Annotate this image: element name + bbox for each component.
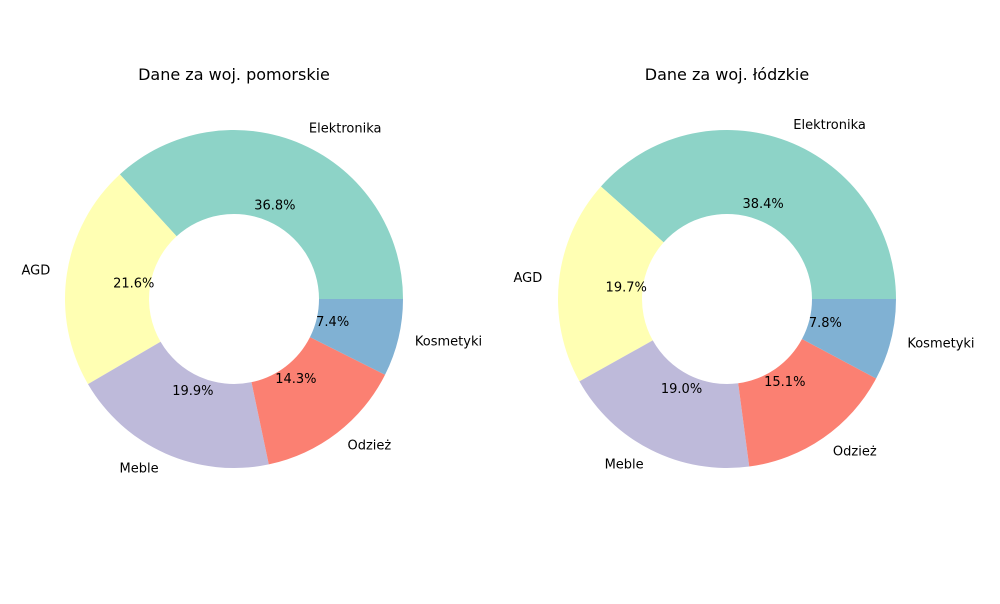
chart-lodzkie: 38.4% Elektronika 19.7% AGD 19.0% Meble 15.1% O… xyxy=(513,65,974,473)
slice-kosmetyki xyxy=(309,299,403,375)
percent-label-odziez: 14.3% xyxy=(275,372,316,387)
slice-kosmetyki xyxy=(801,299,896,379)
slice-odziez xyxy=(251,337,386,465)
category-label-odziez: Odzież xyxy=(347,439,391,454)
percent-label-meble: 19.9% xyxy=(172,384,213,399)
chart-title: Dane za woj. pomorskie xyxy=(138,65,330,84)
slice-odziez xyxy=(738,339,877,467)
slice-meble xyxy=(579,340,750,468)
percent-label-meble: 19.0% xyxy=(661,382,702,397)
chart-pomorskie: 36.8% Elektronika 21.6% AGD 19.9% Meble 14.3% O… xyxy=(21,65,482,476)
category-label-elektronika: Elektronika xyxy=(793,118,866,133)
percent-label-kosmetyki: 7.4% xyxy=(316,315,349,330)
slice-elektronika xyxy=(600,130,896,299)
percent-label-odziez: 15.1% xyxy=(764,375,805,390)
percent-label-agd: 19.7% xyxy=(606,280,647,295)
category-label-meble: Meble xyxy=(605,458,644,473)
slice-elektronika xyxy=(119,130,403,299)
percent-label-kosmetyki: 7.8% xyxy=(809,316,842,331)
percent-label-elektronika: 36.8% xyxy=(254,199,295,214)
category-label-kosmetyki: Kosmetyki xyxy=(907,337,974,352)
slice-meble xyxy=(87,341,269,469)
category-label-elektronika: Elektronika xyxy=(309,121,382,136)
percent-label-agd: 21.6% xyxy=(113,276,154,291)
category-label-odziez: Odzież xyxy=(833,444,877,459)
category-label-agd: AGD xyxy=(513,271,542,286)
chart-title: Dane za woj. łódzkie xyxy=(645,65,809,84)
category-label-kosmetyki: Kosmetyki xyxy=(415,334,482,349)
category-label-meble: Meble xyxy=(119,461,158,476)
category-label-agd: AGD xyxy=(21,264,50,279)
slice-agd xyxy=(64,174,177,385)
percent-label-elektronika: 38.4% xyxy=(742,197,783,212)
slice-agd xyxy=(558,186,664,382)
